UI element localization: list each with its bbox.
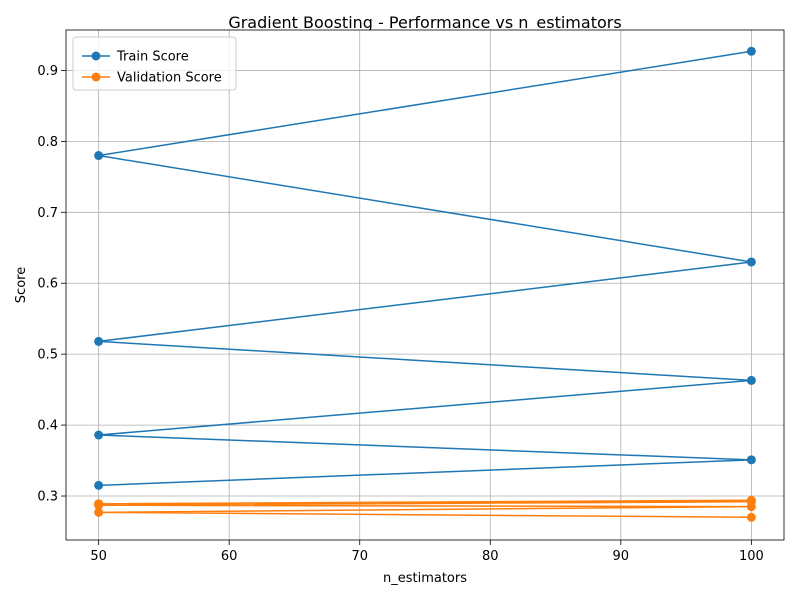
train-score-line	[97, 50, 753, 487]
train-score-legend-label: Train Score	[116, 50, 189, 65]
y-tick-label: 0.9	[37, 64, 58, 79]
x-tick-label: 100	[739, 549, 764, 564]
legend: Train Score Validation Score	[72, 36, 237, 91]
series-lines	[94, 46, 756, 522]
x-tick-label: 50	[90, 549, 107, 564]
x-tick-label: 90	[613, 549, 630, 564]
validation-score-point	[746, 512, 756, 522]
train-score-point	[746, 257, 756, 267]
y-tick-label: 0.5	[37, 348, 58, 363]
validation-score-point	[94, 499, 104, 509]
chart-title: Gradient Boosting - Performance vs n_est…	[228, 13, 621, 33]
x-tick-label: 60	[221, 549, 238, 564]
y-tick-label: 0.7	[37, 206, 58, 221]
legend-box	[72, 36, 237, 91]
train-score-point	[94, 151, 104, 161]
train-score-point	[94, 480, 104, 490]
validation-score-point	[746, 495, 756, 505]
plot-frame	[65, 29, 785, 541]
x-axis-label: n_estimators	[383, 571, 467, 586]
x-tick-label: 80	[482, 549, 499, 564]
train-score-legend-marker	[91, 51, 101, 61]
plot-area	[66, 30, 784, 540]
train-score-point	[746, 375, 756, 385]
train-score-point	[94, 336, 104, 346]
y-tick-label: 0.6	[37, 277, 58, 292]
train-score-point	[94, 430, 104, 440]
x-tick-label: 70	[351, 549, 368, 564]
train-score-point	[746, 455, 756, 465]
validation-score-legend-marker	[91, 72, 101, 82]
y-axis-label: Score	[14, 267, 29, 303]
validation-score-point	[94, 507, 104, 517]
y-tick-label: 0.3	[37, 490, 58, 505]
y-tick-label: 0.8	[37, 135, 58, 150]
validation-score-legend-label: Validation Score	[117, 71, 222, 86]
axis-ticks: 50 60 70 80 90 100 0.3 0.4 0.5 0.6 0.7 0.8 0.9	[37, 64, 763, 564]
y-tick-label: 0.4	[37, 419, 58, 434]
train-score-point	[746, 46, 756, 56]
validation-score-line	[97, 499, 753, 519]
